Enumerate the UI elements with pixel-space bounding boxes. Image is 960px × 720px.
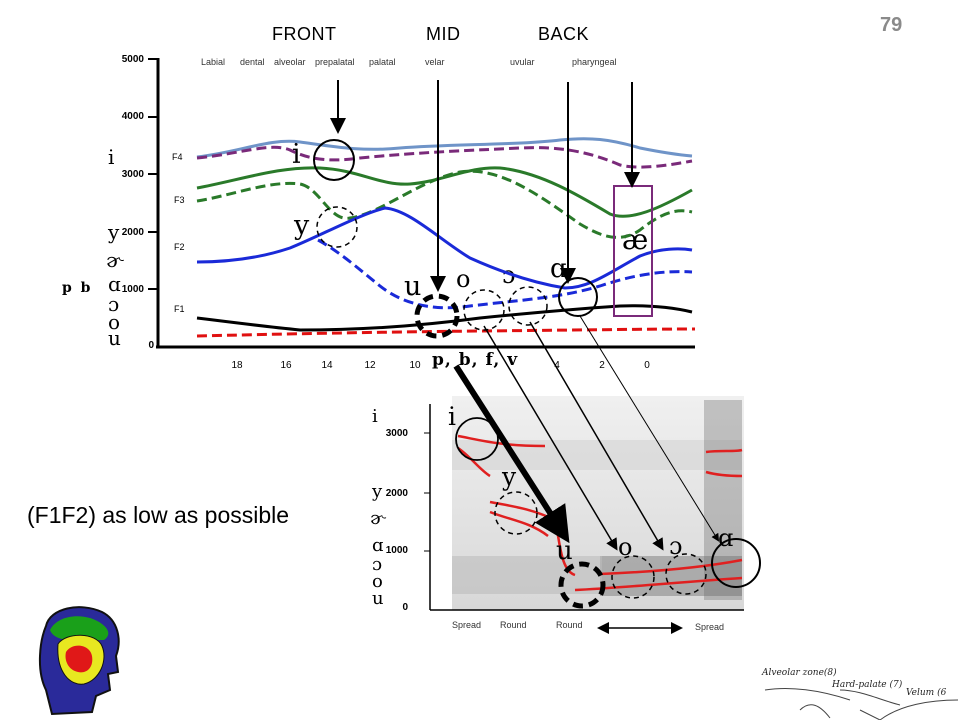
y-tick-0: 0	[148, 340, 154, 351]
spec-vowel-y: y	[502, 462, 517, 491]
place-palatal: palatal	[369, 57, 396, 67]
y-tick-1000: 1000	[121, 284, 144, 295]
f3-solid-curve	[196, 166, 693, 218]
y-tick-5000: 5000	[121, 54, 144, 65]
y-tick-2000: 2000	[121, 227, 144, 238]
place-dental: dental	[240, 57, 265, 67]
pharyngeal-box	[613, 185, 653, 317]
x-tick-4: 4	[554, 360, 560, 371]
arrow-o	[483, 325, 618, 551]
arrow-alpha	[579, 315, 720, 542]
spec-vowel-o: o	[618, 533, 633, 561]
region-back: BACK	[538, 24, 590, 44]
label-spread-1: Spread	[452, 620, 482, 630]
circle-i-spec	[455, 417, 499, 461]
spec-left-vowel-y: y	[372, 481, 383, 502]
spec-y-tick-3000: 3000	[385, 428, 408, 439]
place-uvular: uvular	[510, 57, 535, 67]
left-vowel-u: u	[108, 326, 121, 350]
spectrogram-panel	[424, 396, 744, 611]
formant-label-f3: F3	[174, 195, 185, 205]
formant-label-f4: F4	[172, 152, 183, 162]
spec-vowel-open-o: ɔ	[669, 532, 683, 560]
caption: (F1F2) as low as possible	[27, 502, 290, 528]
y-tick-3000: 3000	[121, 169, 144, 180]
circle-o-top	[463, 289, 505, 331]
spec-left-vowel-o: o	[372, 571, 383, 592]
spec-y-tick-0: 0	[402, 602, 408, 613]
spec-y-tick-1000: 1000	[385, 545, 408, 556]
place-prepalatal: prepalatal	[315, 57, 355, 67]
x-tick-18: 18	[231, 360, 243, 371]
x-tick-2: 2	[599, 360, 605, 371]
f1-dashed-curve	[196, 327, 696, 338]
circle-alpha-top	[558, 277, 598, 317]
left-vowel-i: i	[108, 145, 115, 169]
anatomy-label-alveolar: Alveolar zone(8)	[762, 668, 837, 678]
y-tick-4000: 4000	[121, 111, 144, 122]
region-front: FRONT	[272, 24, 337, 44]
x-tick-16: 16	[280, 360, 292, 371]
f3-dashed-curve	[196, 169, 693, 239]
consonant-pb-label: p b	[62, 280, 93, 296]
label-round-2: Round	[556, 620, 583, 630]
chart-vowel-i: i	[292, 139, 301, 170]
circle-i-top	[313, 139, 355, 181]
f4-dashed-curve	[196, 145, 693, 169]
left-vowel-y: y	[108, 220, 120, 244]
left-vowel-o: o	[108, 310, 121, 334]
spec-left-vowel-i: i	[372, 406, 378, 427]
region-mid: MID	[426, 24, 461, 44]
anatomy-label-velum: Velum (6	[906, 688, 947, 698]
circle-y-top	[316, 206, 358, 248]
circle-u-top	[414, 293, 460, 339]
label-round-1: Round	[500, 620, 527, 630]
head-icon	[38, 606, 120, 716]
chart-vowel-u: u	[404, 271, 422, 302]
left-vowel-alpha: ɑ	[108, 272, 121, 296]
chart-vowel-y: y	[294, 210, 310, 241]
f1-solid-curve	[196, 304, 693, 332]
circle-u-spec	[558, 561, 606, 609]
chart-vowel-o: o	[456, 265, 471, 293]
x-tick-12: 12	[364, 360, 376, 371]
formant-label-f1: F1	[174, 304, 185, 314]
spec-left-vowel-alpha: ɑ	[372, 535, 384, 556]
place-pharyngeal: pharyngeal	[572, 57, 617, 67]
left-vowel-open-o: ɔ	[108, 292, 120, 316]
x-tick-10: 10	[409, 360, 421, 371]
circle-openo-top	[508, 286, 548, 326]
anatomy-label-hard-palate: Hard-palate (7)	[832, 680, 903, 690]
spec-y-tick-2000: 2000	[385, 488, 408, 499]
x-tick-14: 14	[321, 360, 333, 371]
place-velar: velar	[425, 57, 445, 67]
anatomy-sketch	[764, 688, 959, 720]
f2-solid-curve	[196, 206, 693, 290]
spec-vowel-i: i	[448, 402, 456, 431]
slide-number: 79	[880, 14, 903, 36]
left-vowel-schwar: ɚ	[106, 248, 123, 272]
spec-left-vowel-open-o: ɔ	[372, 554, 383, 575]
chart-vowel-ae: æ	[622, 223, 649, 256]
spec-left-vowel-schwar: ɚ	[370, 508, 386, 529]
f2-dashed-curve	[317, 238, 693, 310]
f4-solid-curve	[196, 137, 693, 159]
top-chart-axes	[148, 58, 695, 349]
circle-openo-spec	[665, 553, 707, 595]
arrow-openo	[529, 321, 664, 551]
spec-left-vowel-u: u	[372, 588, 384, 609]
circle-o-spec	[611, 555, 655, 599]
circle-alpha-spec	[711, 538, 761, 588]
big-arrow-u	[453, 364, 570, 544]
x-tick-0: 0	[644, 360, 650, 371]
formant-label-f2: F2	[174, 242, 185, 252]
label-spread-2: Spread	[695, 622, 725, 632]
place-labial: Labial	[201, 57, 226, 67]
spec-vowel-alpha: ɑ	[718, 524, 734, 552]
spec-vowel-u: u	[556, 536, 573, 566]
place-alveolar: alveolar	[274, 57, 306, 67]
